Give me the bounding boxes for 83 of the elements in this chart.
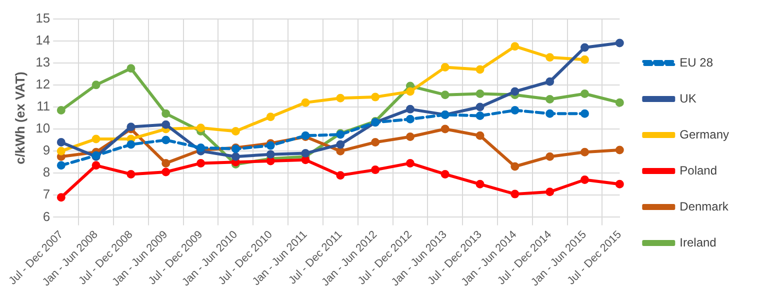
point (266, 112, 275, 122)
point (476, 131, 484, 140)
point (510, 87, 520, 96)
point (301, 98, 310, 107)
y-tick-label: 13 (36, 54, 50, 70)
point (162, 168, 170, 176)
point (580, 43, 589, 52)
point (126, 170, 136, 178)
point (615, 38, 624, 48)
point (580, 175, 589, 184)
point (336, 171, 345, 180)
point (440, 90, 450, 100)
point (406, 87, 414, 96)
point (476, 65, 484, 74)
y-tick-label: 8 (42, 164, 50, 180)
point (406, 104, 414, 114)
point (546, 188, 554, 196)
point (162, 136, 170, 144)
point (476, 102, 484, 112)
point (440, 124, 450, 134)
y-tick-label: 11 (36, 98, 50, 114)
point (162, 158, 170, 168)
point (580, 148, 589, 156)
point (406, 132, 414, 141)
point (510, 42, 520, 51)
point (336, 94, 345, 102)
y-tick-label: 10 (36, 120, 50, 136)
point (546, 77, 554, 86)
point (92, 80, 100, 90)
point (162, 120, 170, 129)
point (615, 180, 624, 188)
point (546, 109, 554, 118)
y-tick-label: 9 (42, 142, 50, 158)
point (56, 106, 66, 115)
point (56, 146, 66, 156)
point (196, 158, 206, 168)
y-tick-label: 12 (36, 76, 50, 92)
legend-label: UK (680, 91, 696, 106)
point (406, 114, 414, 124)
point (510, 162, 520, 171)
point (546, 152, 554, 161)
point (580, 55, 589, 64)
point (126, 140, 136, 149)
point (476, 112, 484, 120)
point (231, 152, 240, 161)
point (371, 138, 380, 147)
y-tick-label: 7 (42, 186, 50, 202)
point (406, 158, 414, 168)
point (476, 180, 484, 188)
y-tick-label: 14 (36, 32, 50, 48)
y-tick-label: 6 (42, 208, 50, 224)
point (371, 92, 380, 102)
point (371, 166, 380, 174)
point (510, 106, 520, 115)
legend-label: Ireland (680, 235, 716, 250)
point (546, 95, 554, 104)
point (92, 134, 100, 144)
y-tick-label: 15 (36, 10, 50, 26)
legend-label: EU 28 (680, 55, 714, 70)
point (231, 126, 240, 136)
point (580, 90, 589, 98)
point (580, 109, 589, 118)
point (440, 63, 450, 72)
point (440, 170, 450, 178)
point (56, 161, 66, 170)
point (615, 146, 624, 154)
point (301, 149, 310, 158)
point (336, 140, 345, 149)
point (162, 109, 170, 118)
legend-label: Poland (680, 163, 718, 178)
point (92, 161, 100, 170)
point (615, 98, 624, 107)
point (56, 193, 66, 202)
legend-label: Denmark (680, 199, 730, 214)
point (510, 190, 520, 198)
legend-label: Germany (680, 127, 730, 142)
point (126, 64, 136, 73)
point (266, 150, 275, 159)
point (476, 90, 484, 98)
point (546, 53, 554, 62)
point (196, 124, 206, 132)
point (56, 138, 66, 147)
y-axis-title: c/kWh (ex VAT) (12, 72, 28, 164)
